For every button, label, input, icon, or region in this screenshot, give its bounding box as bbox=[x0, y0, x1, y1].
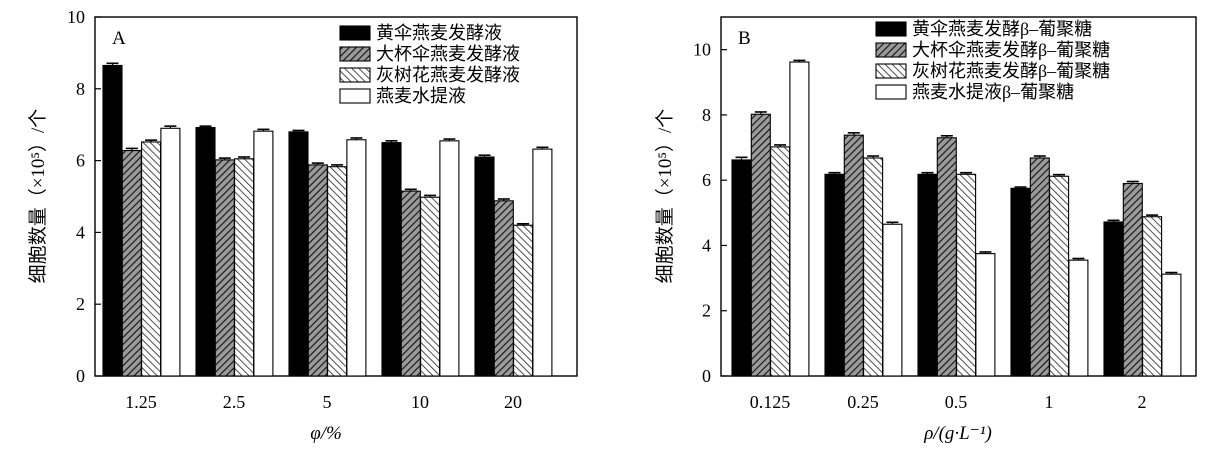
legend-swatch bbox=[339, 88, 371, 104]
bar bbox=[1049, 175, 1070, 377]
bar bbox=[439, 140, 460, 377]
legend-label: 黄伞燕麦发酵β–葡聚糖 bbox=[912, 19, 1092, 39]
bar bbox=[102, 64, 123, 377]
bar bbox=[400, 190, 421, 377]
bar bbox=[936, 137, 957, 377]
legend-swatch bbox=[875, 21, 907, 37]
bar bbox=[253, 130, 274, 377]
y-tick-label: 10 bbox=[67, 7, 85, 27]
legend-label: 灰树花燕麦发酵β–葡聚糖 bbox=[912, 61, 1110, 81]
bar bbox=[141, 141, 162, 377]
y-axis-title: 细胞数量（×10⁵）/个 bbox=[654, 109, 676, 284]
bar bbox=[731, 159, 752, 377]
legend-swatch bbox=[339, 67, 371, 83]
bar bbox=[420, 196, 441, 377]
legend-label: 燕麦水提液β–葡聚糖 bbox=[912, 82, 1074, 102]
bar bbox=[381, 142, 402, 377]
legend-label: 燕麦水提液 bbox=[376, 86, 466, 106]
y-tick-label: 8 bbox=[702, 105, 711, 125]
bar bbox=[1010, 187, 1031, 377]
bar bbox=[1142, 216, 1163, 377]
x-tick-label: 2 bbox=[1138, 392, 1147, 412]
bar bbox=[288, 131, 309, 377]
bar bbox=[346, 139, 367, 377]
bar bbox=[1161, 273, 1182, 377]
bar bbox=[121, 149, 142, 377]
bar bbox=[843, 134, 864, 377]
bar bbox=[1122, 182, 1143, 377]
x-tick-label: 0.25 bbox=[847, 392, 879, 412]
x-tick-label: 20 bbox=[504, 392, 522, 412]
bar bbox=[474, 156, 495, 377]
y-tick-label: 6 bbox=[76, 151, 85, 171]
y-tick-label: 8 bbox=[76, 79, 85, 99]
y-tick-label: 10 bbox=[693, 40, 711, 60]
bar bbox=[917, 173, 938, 377]
legend-swatch bbox=[339, 46, 371, 62]
bar bbox=[1103, 221, 1124, 377]
bar bbox=[1029, 157, 1050, 377]
x-tick-label: 1 bbox=[1045, 392, 1054, 412]
x-tick-label: 1.25 bbox=[125, 392, 157, 412]
panel-a: 0 2 4 6 8 10 1.25 2.5 5 10 20 A 黄伞燕麦发酵液大杯伞燕麦发酵液灰树花燕麦… bbox=[27, 7, 578, 444]
bar bbox=[513, 224, 534, 377]
x-axis-title: φ/% bbox=[310, 423, 342, 444]
legend-label: 大杯伞燕麦发酵β–葡聚糖 bbox=[912, 40, 1110, 60]
bar bbox=[493, 200, 514, 377]
legend-label: 灰树花燕麦发酵液 bbox=[376, 65, 520, 85]
y-tick-label: 2 bbox=[76, 294, 85, 314]
legend-label: 大杯伞燕麦发酵液 bbox=[376, 44, 520, 64]
y-tick-label: 2 bbox=[702, 301, 711, 321]
bar bbox=[195, 127, 216, 377]
bar bbox=[863, 157, 884, 377]
y-tick-label: 0 bbox=[702, 366, 711, 386]
bar bbox=[882, 223, 903, 377]
bar bbox=[214, 159, 235, 377]
x-tick-label: 0.125 bbox=[750, 392, 791, 412]
bar bbox=[956, 173, 977, 377]
bar bbox=[975, 253, 996, 377]
bar bbox=[532, 148, 553, 377]
x-tick-label: 10 bbox=[411, 392, 429, 412]
bar bbox=[1068, 259, 1089, 377]
panel-label: B bbox=[738, 28, 751, 49]
y-tick-label: 0 bbox=[76, 366, 85, 386]
bar bbox=[824, 173, 845, 377]
panel-label: A bbox=[112, 28, 126, 49]
x-tick-label: 0.5 bbox=[945, 392, 968, 412]
legend-swatch bbox=[875, 84, 907, 100]
bar bbox=[750, 113, 771, 377]
bar bbox=[789, 61, 810, 377]
y-tick-label: 4 bbox=[702, 235, 711, 255]
legend-swatch bbox=[875, 42, 907, 58]
bar bbox=[307, 164, 328, 377]
bar bbox=[234, 158, 255, 377]
y-tick-label: 6 bbox=[702, 170, 711, 190]
bar bbox=[327, 166, 348, 377]
legend-swatch bbox=[339, 25, 371, 41]
y-tick-label: 4 bbox=[76, 222, 85, 242]
panel-b: 0 2 4 6 8 10 0.125 0.25 0.5 1 2 B 黄伞燕麦发酵β–葡聚糖大杯伞燕麦发酵… bbox=[654, 16, 1197, 444]
bar bbox=[160, 127, 181, 377]
bar bbox=[770, 146, 791, 377]
x-tick-label: 2.5 bbox=[223, 392, 246, 412]
x-axis-title: ρ/(g·L⁻¹) bbox=[923, 423, 992, 444]
y-axis-title: 细胞数量（×10⁵）/个 bbox=[27, 109, 49, 284]
legend-label: 黄伞燕麦发酵液 bbox=[376, 23, 502, 43]
legend-swatch bbox=[875, 63, 907, 79]
x-tick-label: 5 bbox=[323, 392, 332, 412]
